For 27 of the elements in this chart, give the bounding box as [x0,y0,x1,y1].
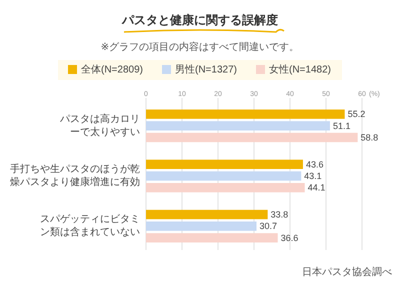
bar [146,110,345,119]
text: 日本パスタ協会調べ [302,266,392,278]
bar [146,132,358,142]
bar [146,121,330,130]
data-label: 30.7 [260,221,278,232]
data-label: 43.6 [306,159,324,170]
bar [146,222,257,231]
y-tick-label: スパゲッティにビタミン類は含まれていない [40,214,140,238]
y-tick-label: 手打ちや生パスタのほうが乾燥パスタより健康増進に有効 [10,163,140,188]
chart-subtitle: ※グラフの項目の内容はすべて間違いです。 [100,41,300,53]
legend-label: 全体(N=2809) [81,64,143,76]
bar [146,171,302,181]
bar [146,210,268,220]
data-label: 43.1 [304,171,322,181]
data-label: 33.8 [270,210,288,220]
bar [146,182,305,192]
data-label: 58.8 [360,132,378,142]
data-label: 51.1 [332,120,350,131]
chart-title: パスタと健康に関する誤解度 [121,13,278,27]
y-tick-label: パスタは高カロリーで太りやすい [59,112,140,138]
data-label: 36.6 [280,232,298,243]
bar [146,160,303,170]
data-label: 55.2 [348,109,366,120]
legend-label: 女性(N=1482) [269,64,331,76]
bar [146,233,278,242]
legend-label: 男性(N=1327) [175,64,237,76]
data-label: 44.1 [308,182,326,193]
